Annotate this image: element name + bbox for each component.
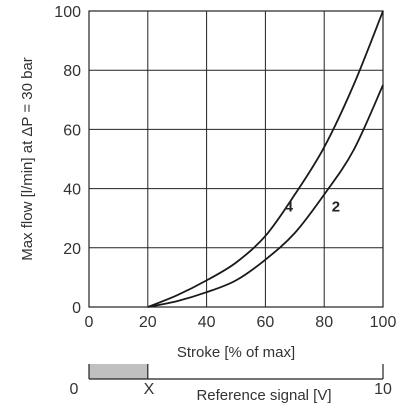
- reference-signal-label: Reference signal [V]: [196, 387, 331, 404]
- reference-signal-bar: 0 X 10 Reference signal [V]: [70, 364, 392, 404]
- grid: [88, 10, 384, 308]
- x-axis-label: Stroke [% of max]: [177, 344, 295, 361]
- x-tick-label: 0: [85, 314, 94, 331]
- y-tick-label: 20: [63, 241, 81, 258]
- plot-frame: [88, 10, 384, 308]
- x-tick-label: 60: [257, 314, 275, 331]
- tick-labels: 0 20 40 60 80 100 0 20 40 60 80 100: [54, 4, 396, 331]
- reference-signal-shaded-range: [89, 364, 148, 379]
- y-tick-label: 100: [54, 4, 81, 21]
- x-tick-label: 40: [198, 314, 216, 331]
- reference-signal-start-label: 0: [70, 381, 79, 398]
- curve-2: [147, 84, 384, 308]
- reference-signal-end-label: 10: [374, 381, 392, 398]
- y-tick-label: 40: [63, 182, 81, 199]
- x-tick-label: 100: [370, 314, 397, 331]
- reference-signal-x-label: X: [144, 381, 155, 398]
- y-tick-label: 80: [63, 63, 81, 80]
- curve-label-2: 2: [332, 198, 340, 215]
- y-tick-label: 60: [63, 122, 81, 139]
- y-tick-label: 0: [72, 300, 81, 317]
- x-tick-label: 20: [139, 314, 157, 331]
- y-axis-label: Max flow [l/min] at ΔP = 30 bar: [19, 57, 36, 261]
- curve-4: [147, 10, 384, 308]
- curve-label-4: 4: [285, 198, 294, 215]
- x-tick-label: 80: [315, 314, 333, 331]
